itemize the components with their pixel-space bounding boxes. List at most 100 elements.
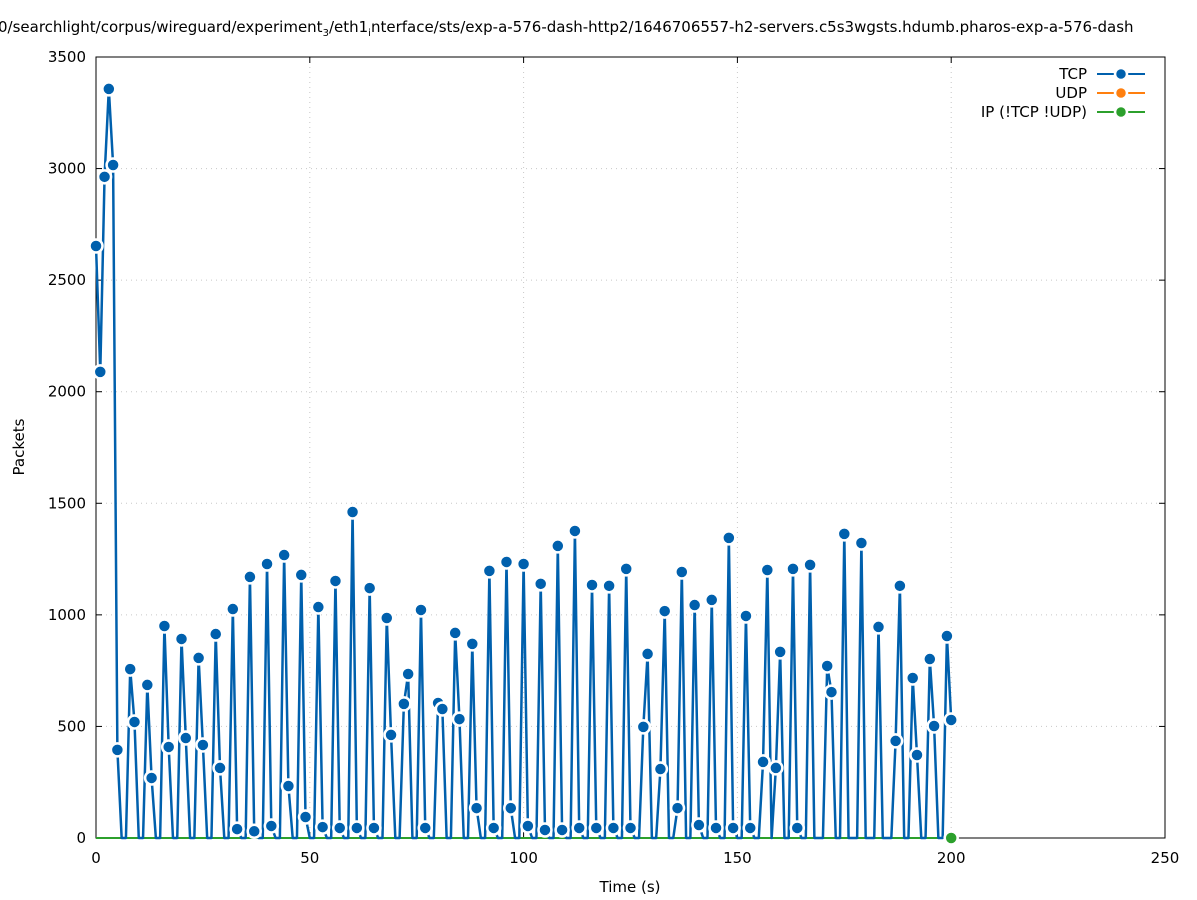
y-tick-label: 0	[76, 829, 86, 847]
tcp-series-line	[94, 87, 953, 840]
x-tick-label: 250	[1151, 849, 1180, 867]
tcp-data-point	[434, 701, 451, 717]
legend-label: TCP	[1058, 65, 1087, 83]
tcp-data-point	[122, 661, 138, 677]
tcp-data-point	[263, 818, 280, 834]
axes: 0 50 100 150 200 2500500100015002000250030003…	[48, 48, 1180, 867]
tcp-data-point	[520, 818, 536, 834]
tcp-data-point	[515, 556, 532, 572]
tcp-data-point	[259, 556, 275, 572]
x-tick-label: 50	[300, 849, 319, 867]
tcp-data-point	[297, 809, 314, 825]
tcp-data-point	[537, 822, 553, 838]
title-subscript: i	[368, 28, 371, 39]
tcp-data-point	[101, 81, 117, 97]
tcp-data-point	[498, 554, 515, 570]
tcp-data-point	[622, 820, 639, 836]
tcp-data-point	[532, 576, 549, 592]
tcp-data-point	[635, 719, 652, 735]
title-part: 0/searchlight/corpus/wireguard/experimen…	[0, 18, 323, 36]
tcp-data-point	[344, 504, 361, 520]
plot-border	[95, 56, 1166, 839]
tcp-data-point	[691, 817, 707, 833]
x-tick-label: 200	[937, 849, 966, 867]
tcp-data-point	[139, 677, 156, 693]
x-tick-label: 0	[91, 849, 101, 867]
tcp-data-point	[246, 823, 262, 840]
tcp-data-point	[639, 646, 656, 662]
tcp-data-point	[887, 733, 904, 749]
tcp-data-point	[331, 820, 348, 836]
tcp-data-point	[96, 169, 113, 185]
title-part: /eth1	[328, 18, 369, 36]
tcp-data-point	[468, 800, 485, 816]
tcp-data-point	[92, 364, 109, 380]
tcp-data-point	[361, 580, 378, 596]
tcp-data-point	[819, 658, 835, 674]
tcp-data-point	[447, 625, 463, 641]
tcp-data-point	[413, 602, 429, 618]
tcp-data-point	[464, 636, 481, 652]
tcp-data-point	[280, 778, 297, 794]
tcp-data-point	[605, 820, 622, 836]
legend-label: UDP	[1055, 84, 1087, 102]
tcp-data-point	[584, 577, 600, 593]
tcp-data-point	[892, 578, 908, 594]
tcp-data-point	[400, 666, 416, 682]
tcp-data-point	[823, 684, 840, 700]
y-tick-label: 1500	[48, 494, 86, 512]
tcp-data-point	[212, 760, 228, 776]
tcp-data-point	[485, 820, 502, 836]
tcp-data-point	[686, 597, 703, 613]
tcp-data-point	[870, 619, 887, 635]
tcp-data-point	[310, 599, 327, 615]
legend-marker-sample	[1113, 66, 1129, 82]
tcp-data-point	[276, 547, 292, 563]
tcp-data-point	[481, 563, 498, 579]
tcp-data-point	[567, 523, 583, 539]
y-tick-label: 3500	[48, 48, 86, 66]
tcp-data-point	[207, 626, 224, 642]
tcp-data-point	[759, 562, 776, 578]
legend-marker-sample	[1113, 85, 1129, 101]
tcp-data-point	[293, 567, 309, 583]
tcp-data-point	[721, 530, 737, 546]
chart-title: 0/searchlight/corpus/wireguard/experimen…	[0, 18, 1134, 39]
tcp-data-point	[738, 608, 754, 624]
tcp-data-point	[366, 820, 382, 836]
legend-label: IP (!TCP !UDP)	[981, 103, 1087, 121]
x-axis-label: Time (s)	[599, 878, 661, 896]
tcp-data-point	[601, 578, 617, 594]
tcp-data-point	[379, 610, 395, 626]
tcp-data-point	[725, 820, 741, 836]
tcp-data-point	[156, 618, 173, 634]
tcp-data-point	[190, 650, 207, 666]
tcp-data-point	[396, 696, 412, 712]
tcp-data-point	[143, 770, 160, 786]
tcp-data-point	[314, 819, 331, 835]
legend-marker-sample	[1113, 104, 1129, 120]
title-part: nterface/sts/exp-a-576-dash-http2/164670…	[370, 18, 1134, 36]
tcp-data-point	[656, 603, 673, 619]
tcp-data-point	[618, 561, 634, 577]
tcp-data-point	[451, 711, 468, 727]
tcp-data-point	[755, 754, 771, 770]
tcp-data-point	[909, 747, 925, 763]
tcp-data-point	[105, 157, 121, 173]
tcp-data-point	[768, 760, 784, 776]
tcp-data-point	[652, 761, 669, 777]
tcp-data-point	[904, 670, 921, 686]
y-tick-label: 2000	[48, 383, 86, 401]
y-tick-label: 500	[57, 717, 86, 735]
tcp-data-point	[772, 644, 788, 660]
plot-area	[88, 81, 959, 846]
tcp-data-point	[802, 557, 818, 573]
title-subscript: 3	[322, 28, 329, 39]
tcp-data-point	[922, 651, 938, 667]
tcp-data-point	[674, 564, 690, 580]
tcp-data-point	[327, 573, 344, 589]
tcp-data-point	[225, 601, 241, 617]
tcp-data-point	[178, 730, 194, 746]
y-tick-label: 3000	[48, 160, 86, 178]
tcp-data-point	[126, 714, 143, 730]
